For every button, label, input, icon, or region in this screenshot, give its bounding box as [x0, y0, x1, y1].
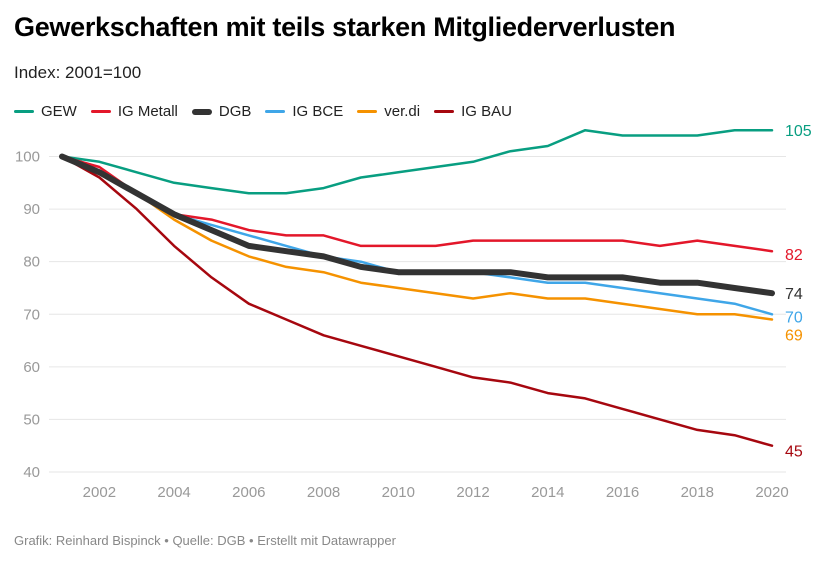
y-tick-label: 90	[23, 201, 40, 218]
x-axis: 2002 2004 2006 2008 2010 2012 2014 2016 2018 2020	[83, 484, 789, 501]
x-tick-label: 2018	[681, 484, 714, 501]
legend-swatch	[191, 108, 212, 115]
legend-item-dgb: DGB	[191, 103, 252, 120]
legend-label: IG Metall	[117, 103, 178, 120]
x-tick-label: 2006	[232, 484, 265, 501]
x-tick-label: 2010	[382, 484, 415, 501]
x-tick-label: 2020	[755, 484, 788, 501]
chart-title: Gewerkschaften mit teils starken Mitglie…	[14, 12, 676, 42]
end-label-gew: 105	[785, 123, 812, 140]
x-tick-label: 2002	[83, 484, 116, 501]
y-tick-label: 80	[23, 254, 40, 271]
end-label-ig-bau: 45	[785, 444, 803, 461]
y-tick-label: 70	[23, 306, 40, 323]
legend-label: IG BAU	[461, 103, 512, 120]
x-tick-label: 2008	[307, 484, 340, 501]
end-label-ver-di: 69	[785, 328, 803, 345]
line-chart: 100 90 80 70 60 50 40 2002 2004 2006 2008 2010 2012…	[15, 123, 812, 501]
legend-label: DGB	[218, 103, 252, 120]
end-label-ig-metall: 82	[785, 247, 803, 264]
series-lines	[59, 128, 775, 447]
legend-swatch	[265, 110, 286, 113]
footer-credits: Grafik: Reinhard Bispinck • Quelle: DGB …	[14, 533, 396, 548]
legend-label: IG BCE	[292, 103, 344, 120]
series-line-gew	[60, 128, 774, 195]
legend-swatch	[14, 110, 34, 113]
gridlines	[49, 156, 786, 473]
x-tick-label: 2004	[157, 484, 190, 501]
end-label-ig-bce: 70	[785, 309, 803, 326]
legend-item-ig-bce: IG BCE	[265, 103, 343, 120]
y-tick-label: 100	[15, 149, 40, 166]
legend-label: ver.di	[384, 103, 421, 120]
series-line-dgb	[59, 153, 775, 297]
chart-subtitle: Index: 2001=100	[14, 63, 142, 82]
x-tick-label: 2012	[456, 484, 489, 501]
legend-item-ver-di: ver.di	[357, 103, 420, 120]
series-line-ig-bau	[60, 155, 774, 447]
legend-swatch	[90, 110, 111, 113]
x-tick-label: 2016	[606, 484, 639, 501]
legend-item-ig-metall: IG Metall	[90, 103, 178, 120]
legend: GEW IG Metall DGB IG BCE ver.di IG BAU	[14, 103, 526, 120]
end-label-dgb: 74	[785, 286, 803, 303]
y-axis: 100 90 80 70 60 50 40	[15, 149, 40, 482]
x-tick-label: 2014	[531, 484, 564, 501]
legend-item-gew: GEW	[14, 103, 77, 120]
y-tick-label: 60	[23, 359, 40, 376]
series-line-ver-di	[60, 155, 774, 321]
legend-swatch	[434, 110, 455, 113]
y-tick-label: 40	[23, 464, 40, 481]
legend-label: GEW	[41, 103, 77, 120]
y-tick-label: 50	[23, 411, 40, 428]
legend-item-ig-bau: IG BAU	[434, 103, 512, 120]
legend-swatch	[357, 110, 378, 113]
end-labels: 105 82 74 70 69 45	[785, 123, 812, 461]
